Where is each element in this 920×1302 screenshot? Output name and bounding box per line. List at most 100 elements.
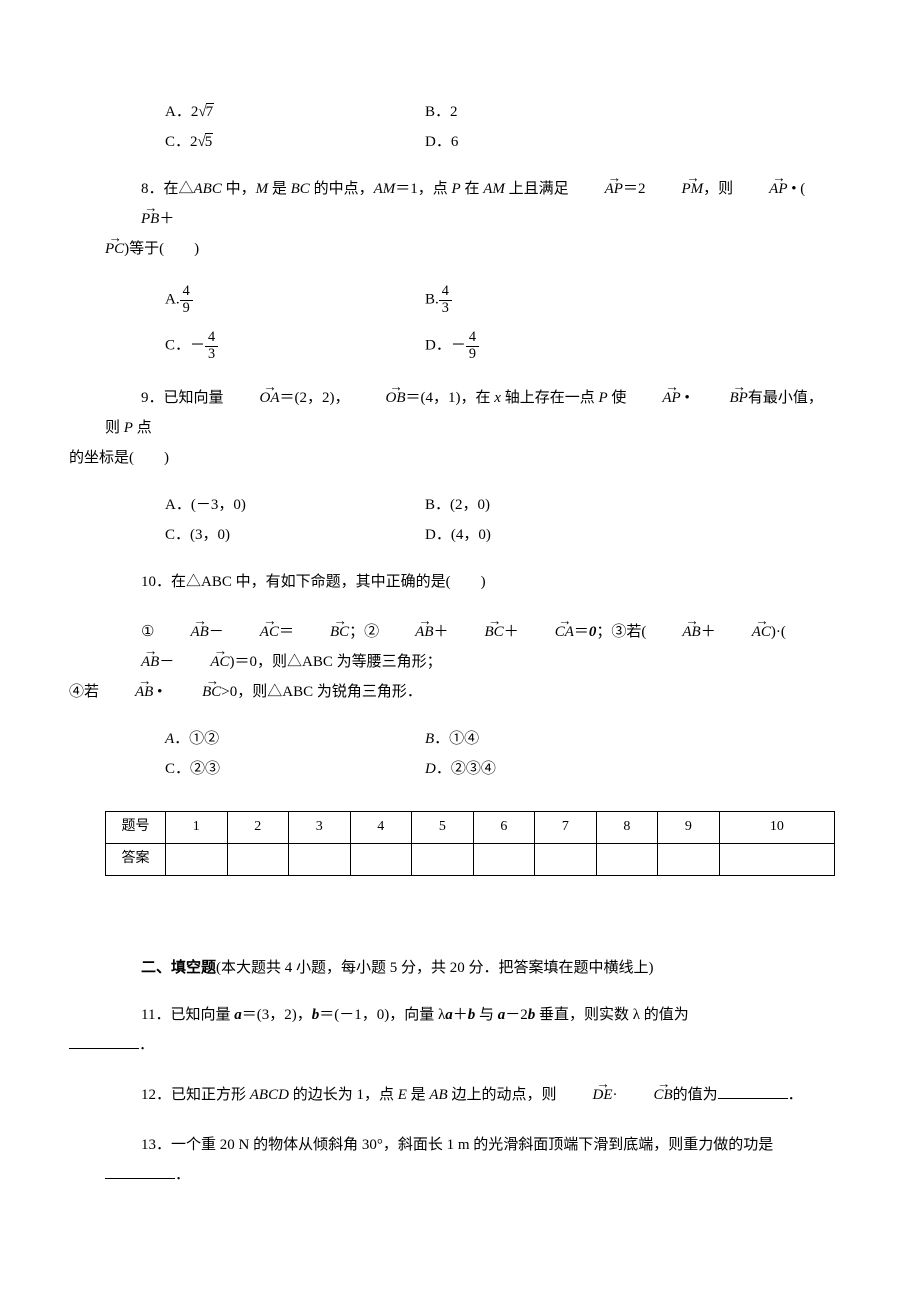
q10-close1: )＝0，则△ABC 为等腰三角形； bbox=[230, 654, 442, 670]
q9-p2: P bbox=[124, 420, 133, 436]
q8-t2: 中， bbox=[222, 181, 256, 197]
q11-eq2: ＝(－1，0)，向量 λ bbox=[319, 1007, 445, 1023]
vec-ab10c: →AB bbox=[646, 617, 700, 647]
q8-stem: 8．在△ABC 中，M 是 BC 的中点，AM＝1，点 P 在 AM 上且满足→… bbox=[105, 174, 835, 264]
q12-blank[interactable] bbox=[718, 1084, 788, 1099]
q9-stem: 9．已知向量→OA＝(2，2)，→OB＝(4，1)，在 x 轴上存在一点 P 使… bbox=[105, 383, 835, 473]
q10-options: A．①② B．①④ C．②③ D．②③④ bbox=[165, 727, 835, 781]
q10-plus2: ＋ bbox=[504, 624, 519, 640]
q12-m3: 边上的动点，则 bbox=[448, 1087, 557, 1103]
q11-a2: a bbox=[445, 1007, 453, 1023]
q8-options: A.49 B.43 C．－43 D．－49 bbox=[165, 284, 835, 363]
ans10[interactable] bbox=[719, 843, 834, 875]
ans6[interactable] bbox=[473, 843, 535, 875]
vec-ap2: →AP bbox=[733, 174, 787, 204]
th6: 6 bbox=[473, 811, 535, 843]
q8-d-n: 4 bbox=[466, 330, 479, 347]
th1: 1 bbox=[166, 811, 228, 843]
q10-conds: ①→AB－→AC＝→BC；②→AB＋→BC＋→CA＝0；③若(→AB＋→AC)·… bbox=[105, 617, 835, 707]
q8-opt-b: B.43 bbox=[425, 284, 685, 316]
table-row: 答案 bbox=[106, 843, 835, 875]
q12-m1: 的边长为 1，点 bbox=[289, 1087, 398, 1103]
ans5[interactable] bbox=[412, 843, 474, 875]
q12-e: E bbox=[398, 1087, 407, 1103]
q8-opt-d: D．－49 bbox=[425, 330, 685, 362]
th9: 9 bbox=[658, 811, 720, 843]
th7: 7 bbox=[535, 811, 597, 843]
answer-table: 题号 1 2 3 4 5 6 7 8 9 10 答案 bbox=[105, 811, 835, 876]
vec-ob: →OB bbox=[350, 383, 406, 413]
q12-abcd: ABCD bbox=[250, 1087, 289, 1103]
tr0: 答案 bbox=[106, 843, 166, 875]
q12-period: ． bbox=[788, 1087, 803, 1103]
q8-plus: ＋ bbox=[159, 211, 174, 227]
vec-bc10c: →BC bbox=[166, 677, 221, 707]
s2-d: (本大题共 4 小题，每小题 5 分，共 20 分．把答案填在题中横线上) bbox=[216, 960, 654, 976]
q7-opt-c: C．2√5 bbox=[165, 130, 425, 154]
th4: 4 bbox=[350, 811, 412, 843]
q8-opt-a: A.49 bbox=[165, 284, 425, 316]
q8-d-lab: D．－ bbox=[425, 338, 466, 354]
q9-t1: 9．已知向量 bbox=[141, 390, 224, 406]
ans7[interactable] bbox=[535, 843, 597, 875]
q8-a-lab: A. bbox=[165, 292, 180, 308]
q10-t1: 10．在△ABC 中，有如下命题，其中正确的是( ) bbox=[141, 574, 486, 590]
q9-dot: • bbox=[681, 390, 694, 406]
ans4[interactable] bbox=[350, 843, 412, 875]
q11-mid: 与 bbox=[475, 1007, 498, 1023]
q7-opt-a: A．2√7 bbox=[165, 100, 425, 124]
ans8[interactable] bbox=[596, 843, 658, 875]
q12: 12．已知正方形 ABCD 的边长为 1，点 E 是 AB 边上的动点，则→DE… bbox=[105, 1080, 835, 1110]
vec-bp9: →BP bbox=[693, 383, 747, 413]
q12-ab: AB bbox=[429, 1087, 447, 1103]
th8: 8 bbox=[596, 811, 658, 843]
q9-mid2: 使 bbox=[608, 390, 627, 406]
q11-a: a bbox=[234, 1007, 242, 1023]
ans9[interactable] bbox=[658, 843, 720, 875]
q11-eq1: ＝(3，2)， bbox=[242, 1007, 312, 1023]
th2: 2 bbox=[227, 811, 289, 843]
vec-ap: →AP bbox=[569, 174, 623, 204]
vec-bc10b: →BC bbox=[449, 617, 504, 647]
q8-t3: 是 bbox=[268, 181, 291, 197]
q9-opt-b: B．(2，0) bbox=[425, 493, 685, 517]
q9-mid: 轴上存在一点 bbox=[501, 390, 599, 406]
q8-m: M bbox=[256, 181, 269, 197]
q8-b-n: 4 bbox=[439, 284, 452, 301]
q8-eq2: ＝2 bbox=[623, 181, 646, 197]
ans3[interactable] bbox=[289, 843, 351, 875]
q10-c4p: ④若 bbox=[69, 684, 99, 700]
q10-eq: ＝ bbox=[279, 624, 294, 640]
q11-dot: ． bbox=[139, 1037, 154, 1053]
q8-comma: ，则 bbox=[703, 181, 733, 197]
ans2[interactable] bbox=[227, 843, 289, 875]
vec-pc: →PC bbox=[69, 234, 124, 264]
q9-end2: 点 bbox=[133, 420, 152, 436]
q8-c-n: 4 bbox=[205, 330, 218, 347]
q13-blank[interactable] bbox=[105, 1164, 175, 1179]
q11-plus: ＋ bbox=[453, 1007, 468, 1023]
th5: 5 bbox=[412, 811, 474, 843]
ans1[interactable] bbox=[166, 843, 228, 875]
q8-t4: 的中点， bbox=[310, 181, 374, 197]
vec-ab10b: →AB bbox=[379, 617, 433, 647]
q11-blank[interactable] bbox=[69, 1034, 139, 1049]
q8-dot: • ( bbox=[788, 181, 806, 197]
q10-opt-a: A．①② bbox=[165, 727, 425, 751]
q13: 13．一个重 20 N 的物体从倾斜角 30°，斜面长 1 m 的光滑斜面顶端下… bbox=[105, 1130, 835, 1190]
vec-pm: →PM bbox=[645, 174, 703, 204]
q7-opt-d: D．6 bbox=[425, 130, 685, 154]
vec-cb: →CB bbox=[617, 1080, 672, 1110]
q10-plus3: ＋ bbox=[701, 624, 716, 640]
q9-opt-d: D．(4，0) bbox=[425, 523, 685, 547]
q8-abc: ABC bbox=[194, 181, 222, 197]
q10-opt-b: B．①④ bbox=[425, 727, 685, 751]
q8-close: )等于( ) bbox=[124, 241, 199, 257]
q8-bc: BC bbox=[291, 181, 310, 197]
th0: 题号 bbox=[106, 811, 166, 843]
q10-plus: ＋ bbox=[434, 624, 449, 640]
q8-d-d: 9 bbox=[466, 347, 479, 363]
q7-options: A．2√7 B．2 C．2√5 D．6 bbox=[165, 100, 835, 154]
q11-pre: 11．已知向量 bbox=[141, 1007, 234, 1023]
vec-de: →DE bbox=[556, 1080, 612, 1110]
